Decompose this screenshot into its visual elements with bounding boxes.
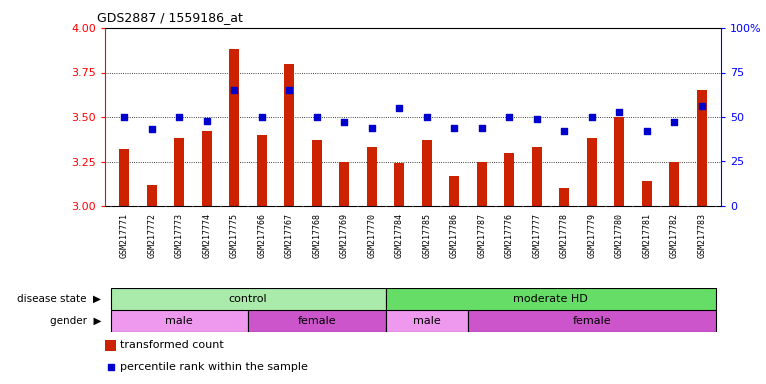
Text: GSM217778: GSM217778	[560, 213, 568, 258]
Point	[104, 364, 116, 370]
Point	[586, 114, 598, 120]
Text: GSM217787: GSM217787	[477, 213, 486, 258]
Bar	[110, 310, 248, 332]
Bar	[284, 64, 294, 206]
Bar	[587, 138, 597, 206]
Bar	[367, 147, 377, 206]
Point	[613, 109, 625, 115]
Text: GSM217775: GSM217775	[230, 213, 239, 258]
Point	[338, 119, 350, 126]
Text: GSM217770: GSM217770	[367, 213, 376, 258]
Text: transformed count: transformed count	[119, 341, 224, 351]
Bar	[385, 310, 468, 332]
Bar	[559, 188, 569, 206]
Bar	[105, 340, 116, 351]
Text: GSM217779: GSM217779	[588, 213, 596, 258]
Bar	[257, 135, 267, 206]
Bar	[468, 310, 715, 332]
Bar	[339, 162, 349, 206]
Text: GSM217769: GSM217769	[340, 213, 349, 258]
Text: GSM217771: GSM217771	[119, 213, 129, 258]
Text: GSM217774: GSM217774	[202, 213, 211, 258]
Bar	[532, 147, 542, 206]
Text: GSM217772: GSM217772	[147, 213, 156, 258]
Bar	[312, 140, 322, 206]
Bar	[119, 149, 129, 206]
Point	[668, 119, 680, 126]
Text: GSM217766: GSM217766	[257, 213, 267, 258]
Point	[256, 114, 268, 120]
Text: GSM217777: GSM217777	[532, 213, 542, 258]
Text: GSM217782: GSM217782	[669, 213, 679, 258]
Point	[118, 114, 130, 120]
Bar	[147, 185, 156, 206]
Text: gender  ▶: gender ▶	[50, 316, 101, 326]
Bar	[642, 181, 652, 206]
Bar	[248, 310, 385, 332]
Text: percentile rank within the sample: percentile rank within the sample	[119, 362, 308, 372]
Bar	[175, 138, 184, 206]
Bar	[230, 50, 239, 206]
Text: GDS2887 / 1559186_at: GDS2887 / 1559186_at	[97, 11, 244, 24]
Text: GSM217780: GSM217780	[615, 213, 624, 258]
Point	[476, 124, 488, 131]
Text: moderate HD: moderate HD	[513, 294, 588, 304]
Bar	[110, 288, 385, 310]
Point	[531, 116, 543, 122]
Bar	[697, 90, 706, 206]
Point	[448, 124, 460, 131]
Bar	[477, 162, 486, 206]
Point	[696, 103, 708, 109]
Text: GSM217767: GSM217767	[285, 213, 293, 258]
Point	[421, 114, 433, 120]
Point	[146, 126, 158, 132]
Bar	[422, 140, 431, 206]
Text: GSM217786: GSM217786	[450, 213, 459, 258]
Text: GSM217768: GSM217768	[313, 213, 321, 258]
Text: GSM217773: GSM217773	[175, 213, 184, 258]
Point	[365, 124, 378, 131]
Bar	[450, 176, 459, 206]
Text: GSM217776: GSM217776	[505, 213, 514, 258]
Point	[558, 128, 571, 134]
Bar	[202, 131, 211, 206]
Bar	[385, 288, 715, 310]
Point	[640, 128, 653, 134]
Text: GSM217785: GSM217785	[422, 213, 431, 258]
Text: GSM217784: GSM217784	[394, 213, 404, 258]
Point	[311, 114, 323, 120]
Text: female: female	[297, 316, 336, 326]
Point	[393, 105, 405, 111]
Bar	[614, 117, 624, 206]
Bar	[394, 163, 404, 206]
Point	[173, 114, 185, 120]
Bar	[669, 162, 679, 206]
Point	[201, 118, 213, 124]
Text: GSM217781: GSM217781	[642, 213, 651, 258]
Point	[503, 114, 516, 120]
Bar	[505, 152, 514, 206]
Text: control: control	[229, 294, 267, 304]
Point	[228, 87, 241, 93]
Text: male: male	[413, 316, 440, 326]
Point	[283, 87, 296, 93]
Text: female: female	[572, 316, 611, 326]
Text: male: male	[165, 316, 193, 326]
Text: GSM217783: GSM217783	[697, 213, 706, 258]
Text: disease state  ▶: disease state ▶	[17, 294, 101, 304]
